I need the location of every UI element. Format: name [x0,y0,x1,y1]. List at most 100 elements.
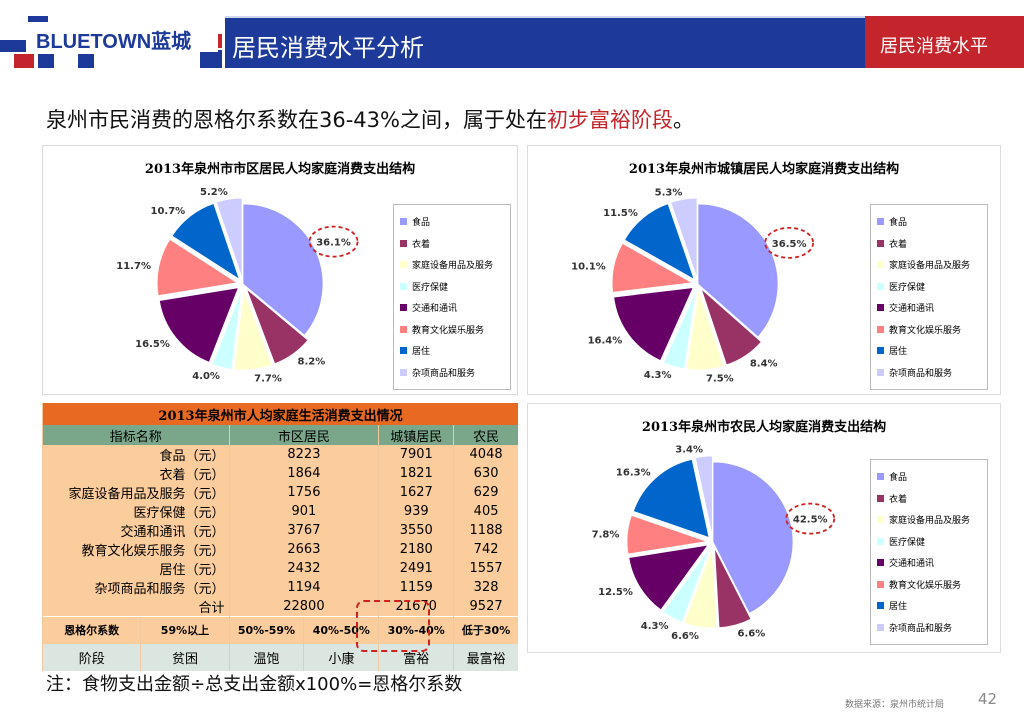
legend-swatch [877,239,884,247]
table-row: 合计 22800 21670 9527 [42,597,518,617]
pie-data-label: 16.5% [135,339,170,350]
pie-data-label: 5.2% [200,187,228,198]
pie-data-label: 6.6% [671,631,699,642]
pie-slice-0 [697,203,779,338]
logo-block [0,40,26,52]
chart-legend: 食品 衣着 家庭设备用品及服务 医疗保健 交通和通讯 教育文化娱乐服务 居住 杂项商品和服务 [393,204,511,390]
table-row: 家庭设备用品及服务（元） 1756 1627 629 [42,483,518,502]
logo-block [200,50,222,68]
table-cell: 1756 [228,483,379,502]
table-cell: 9527 [453,597,518,617]
table-cell: 合计 [42,597,230,617]
legend-item: 食品 [877,466,981,488]
table-cell: 629 [453,483,518,502]
pie-slice-0 [242,203,324,336]
legend-swatch [877,516,884,524]
pie-data-label: 7.7% [254,373,282,384]
table-cell: 交通和通讯（元） [42,521,230,540]
legend-label: 杂项商品和服务 [889,623,953,634]
legend-label: 医疗保健 [412,282,449,293]
legend-label: 食品 [889,218,908,229]
expenditure-table: 2013年泉州市人均家庭生活消费支出情况 指标名称 市区居民 城镇居民 农民 食… [41,403,518,671]
chart-legend: 食品衣着家庭设备用品及服务医疗保健交通和通讯教育文化娱乐服务居住杂项商品和服务 [870,204,988,390]
table-cell: 3550 [378,521,454,540]
chart-title: 2013年泉州市市区居民人均家庭消费支出结构 [144,162,416,177]
table-cell: 2663 [228,540,379,559]
legend-label: 衣着 [889,239,908,250]
table-cell: 3767 [228,521,379,540]
pie-data-label: 3.4% [675,445,703,456]
legend-label: 家庭设备用品及服务 [889,261,971,272]
legend-label: 食品 [412,218,431,229]
legend-label: 家庭设备用品及服务 [412,261,494,272]
legend-item: 家庭设备用品及服务 [877,509,981,531]
pie-data-label: 5.3% [655,187,683,198]
engel-row: 恩格尔系数 59%以上 50%-59% 40%-50% 30%-40% 低于30% [41,616,518,644]
table-cell: 1627 [378,483,454,502]
table-cell: 405 [453,502,518,521]
table-cell: 1821 [378,464,454,483]
table-row: 杂项商品和服务（元） 1194 1159 328 [42,578,518,597]
table-cell: 教育文化娱乐服务（元） [42,540,230,559]
legend-item: 医疗保健 [400,276,504,298]
pie-data-label: 11.5% [603,208,638,219]
table-cell: 22800 [228,597,379,617]
food-highlight-ellipse [764,226,815,259]
legend-item: 医疗保健 [877,531,981,553]
legend-item: 教育文化娱乐服务 [877,574,981,596]
pie-slice-3 [662,547,711,623]
stage-cell: 阶段 [41,643,141,671]
pie-slice-0 [712,461,794,614]
table-cell: 居住（元） [42,559,230,578]
legend-label: 交通和通讯 [889,304,935,315]
pie-slice-5 [611,242,694,293]
legend-label: 交通和通讯 [412,304,458,315]
legend-item: 医疗保健 [877,276,981,298]
table-cell: 1159 [378,578,454,597]
stage-cell: 贫困 [140,643,230,671]
legend-swatch [877,494,884,502]
stage-row: 阶段 贫困 温饱 小康 富裕 最富裕 [41,643,518,671]
table-row: 食品（元） 8223 7901 4048 [42,445,518,464]
stage-cell: 小康 [303,643,379,671]
legend-item: 教育文化娱乐服务 [400,319,504,341]
legend-item: 杂项商品和服务 [877,362,981,384]
legend-label: 衣着 [889,494,908,505]
lead-highlight: 初步富裕阶段 [546,108,673,132]
legend-swatch [877,218,884,226]
page-title: 居民消费水平分析 [232,34,424,62]
legend-label: 食品 [889,473,908,484]
lead-text: 泉州市民消费的恩格尔系数在36-43%之间，属于处在初步富裕阶段。 [46,104,694,134]
legend-item: 杂项商品和服务 [400,362,504,384]
legend-item: 食品 [877,211,981,233]
legend-swatch [877,282,884,290]
pie-chart: 42.5%6.6%6.6%4.3%12.5%7.8%16.3%3.4% [592,445,836,642]
pie-slice-1 [245,287,309,365]
legend-item: 杂项商品和服务 [877,617,981,639]
legend-item: 交通和通讯 [877,297,981,319]
pie-data-label: 11.7% [116,261,151,272]
pie-data-label: 10.7% [150,206,185,217]
pie-data-label: 8.4% [750,358,778,369]
table-title: 2013年泉州市人均家庭生活消费支出情况 [42,403,518,425]
legend-item: 教育文化娱乐服务 [877,319,981,341]
lead-end: 。 [672,108,694,132]
logo-block [14,54,34,68]
table-cell: 2180 [378,540,454,559]
table-row: 衣着（元） 1864 1821 630 [42,464,518,483]
pie-slice-2 [683,547,718,629]
legend-swatch [877,537,884,545]
pie-data-label: 4.0% [192,371,220,382]
legend-swatch [400,218,407,226]
legend-label: 居住 [889,347,908,358]
pie-data-label: 8.2% [297,357,325,368]
engel-cell: 恩格尔系数 [41,616,141,644]
legend-swatch [400,261,407,269]
pie-data-label: 4.3% [644,370,672,381]
table-cell: 2491 [378,559,454,578]
legend-swatch [877,473,884,481]
table-cell: 杂项商品和服务（元） [42,578,230,597]
legend-label: 交通和通讯 [889,559,935,570]
legend-item: 家庭设备用品及服务 [877,254,981,276]
legend-swatch [400,325,407,333]
